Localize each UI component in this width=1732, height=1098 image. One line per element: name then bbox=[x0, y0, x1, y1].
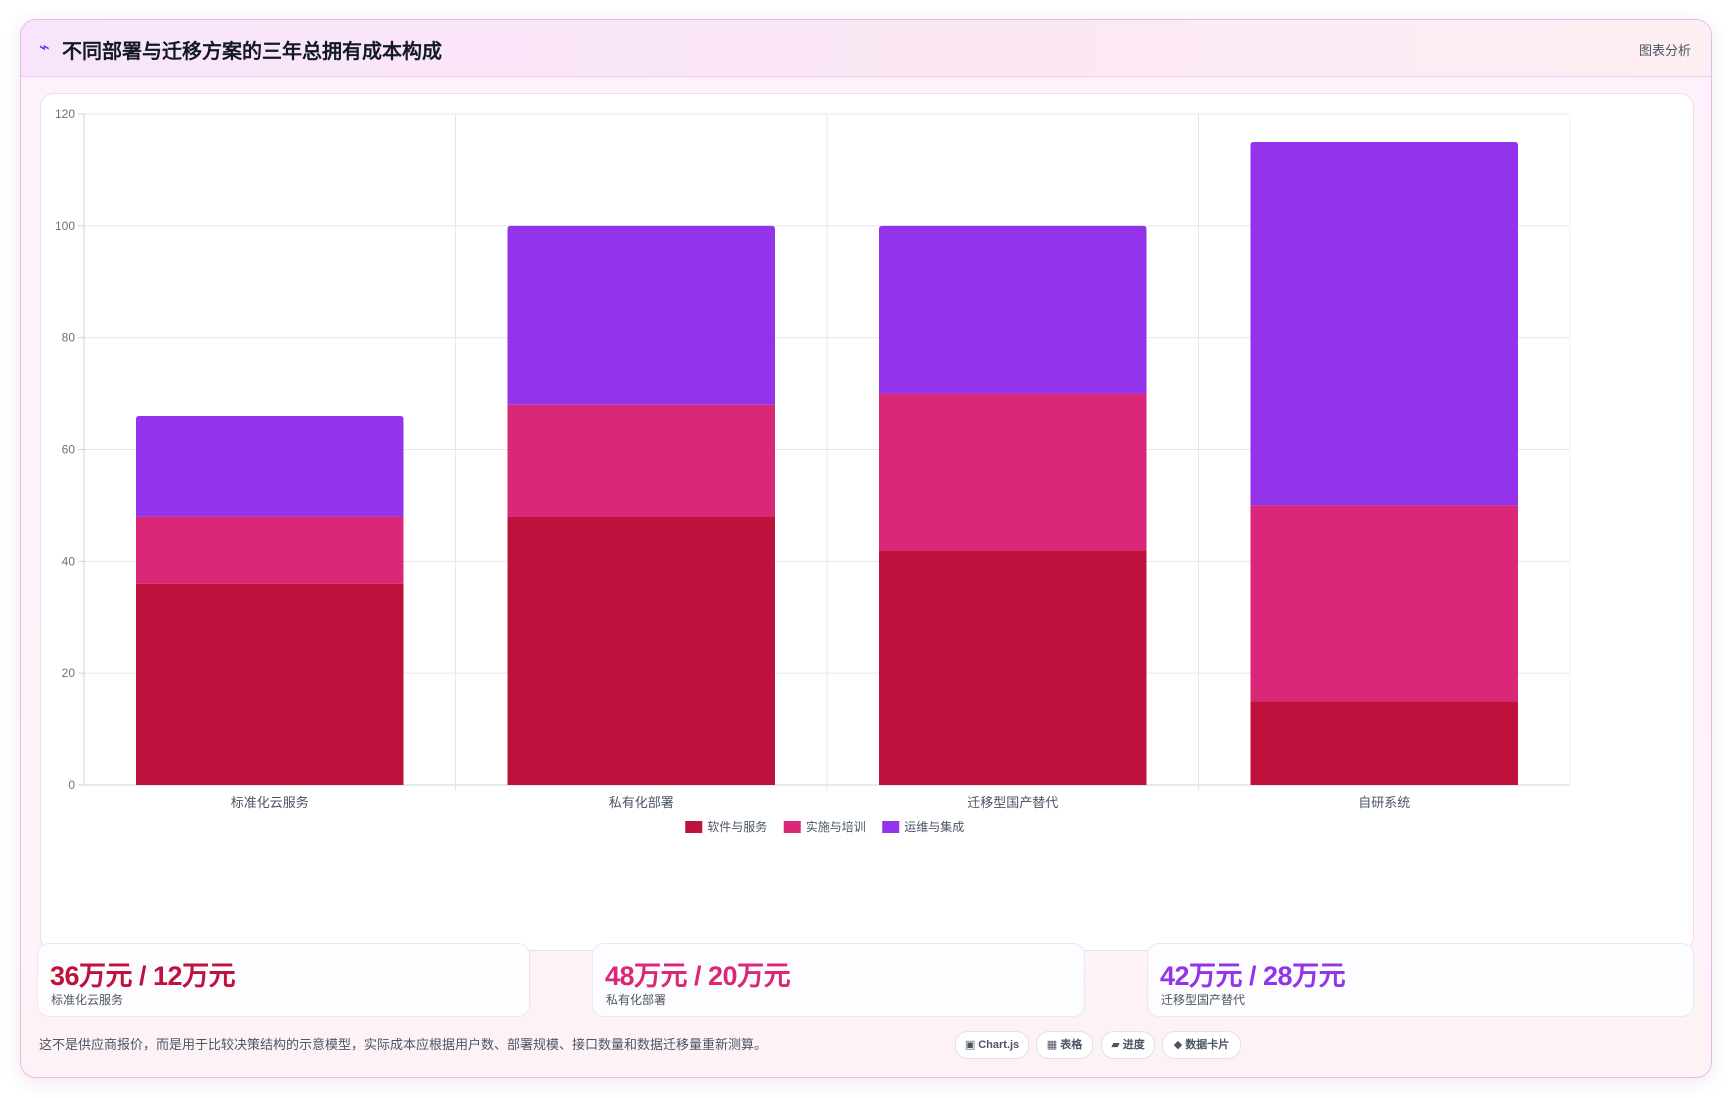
pill-table[interactable]: ▦ 表格 bbox=[1036, 1031, 1093, 1059]
bar-segment bbox=[507, 404, 775, 517]
x-tick-label: 迁移型国产替代 bbox=[967, 795, 1058, 810]
progress-icon: ▰ bbox=[1111, 1039, 1120, 1051]
y-tick-label: 40 bbox=[62, 554, 76, 568]
bar-segment bbox=[1250, 701, 1518, 785]
y-tick-label: 20 bbox=[62, 666, 76, 680]
card-header: ⌁ 不同部署与迁移方案的三年总拥有成本构成 图表分析 bbox=[21, 20, 1711, 77]
table-icon: ▦ bbox=[1046, 1039, 1058, 1051]
pill-label: Chart.js bbox=[978, 1039, 1020, 1051]
stat-value: 42万元 / 28万元 bbox=[1160, 961, 1346, 991]
y-tick-label: 0 bbox=[68, 778, 75, 792]
footnote: 这不是供应商报价，而是用于比较决策结构的示意模型，实际成本应根据用户数、部署规模… bbox=[39, 1037, 768, 1052]
stat-label: 标准化云服务 bbox=[51, 993, 124, 1007]
bar-segment bbox=[136, 415, 404, 517]
chart-panel: 0 20 40 60 80 100 120 标准化云服务 私有化部署 迁移型国产替代 自研系统软件与… bbox=[40, 93, 1694, 951]
bar-segment bbox=[136, 516, 404, 584]
pill-chartjs[interactable]: ▣ Chart.js bbox=[955, 1031, 1029, 1059]
pill-progress[interactable]: ▰ 进度 bbox=[1101, 1031, 1155, 1059]
y-tick-label: 120 bbox=[55, 107, 75, 121]
bar-segment bbox=[879, 225, 1147, 394]
y-tick-label: 60 bbox=[62, 443, 76, 457]
y-tick-label: 80 bbox=[62, 331, 76, 345]
pill-label: 数据卡片 bbox=[1185, 1039, 1230, 1051]
legend-swatch bbox=[783, 821, 801, 833]
legend-label: 运维与集成 bbox=[904, 819, 964, 834]
bar-segment bbox=[879, 393, 1147, 551]
stat-value: 36万元 / 12万元 bbox=[50, 961, 236, 991]
pill-label: 表格 bbox=[1060, 1039, 1083, 1051]
bar-segment bbox=[1250, 141, 1518, 506]
bar-segment bbox=[507, 225, 775, 405]
x-tick-label: 私有化部署 bbox=[609, 795, 674, 810]
legend-label: 软件与服务 bbox=[707, 819, 767, 834]
datacard-icon: ◆ bbox=[1173, 1039, 1183, 1051]
stat-card-private: 48万元 / 20万元 私有化部署 bbox=[592, 943, 1085, 1017]
bar-segment bbox=[507, 516, 775, 785]
legend-swatch bbox=[882, 821, 900, 833]
bar-segment bbox=[136, 583, 404, 785]
stacked-bar-chart: 0 20 40 60 80 100 120 标准化云服务 私有化部署 迁移型国产替代 自研系统软件与… bbox=[55, 107, 1571, 834]
lightning-icon: ⌁ bbox=[39, 37, 50, 57]
stat-value: 48万元 / 20万元 bbox=[605, 961, 791, 991]
legend-label: 实施与培训 bbox=[806, 819, 866, 834]
stat-card-migration: 42万元 / 28万元 迁移型国产替代 bbox=[1147, 943, 1694, 1017]
pill-datacard[interactable]: ◆ 数据卡片 bbox=[1162, 1031, 1241, 1059]
bar-segment bbox=[879, 550, 1147, 785]
x-tick-label: 自研系统 bbox=[1358, 795, 1410, 810]
chart-card: ⌁ 不同部署与迁移方案的三年总拥有成本构成 图表分析 0 20 40 60 80 100 1… bbox=[20, 19, 1712, 1078]
chart-analysis-tag: 图表分析 bbox=[1638, 43, 1691, 58]
stat-label: 私有化部署 bbox=[606, 993, 667, 1007]
x-tick-label: 标准化云服务 bbox=[231, 795, 309, 810]
stat-card-cloud: 36万元 / 12万元 标准化云服务 bbox=[37, 943, 530, 1017]
legend-swatch bbox=[685, 821, 703, 833]
pill-label: 进度 bbox=[1122, 1039, 1145, 1051]
chart-title: 不同部署与迁移方案的三年总拥有成本构成 bbox=[62, 41, 442, 63]
bar-segment bbox=[1250, 505, 1518, 702]
y-tick-label: 100 bbox=[55, 219, 75, 233]
chart-icon: ▣ bbox=[964, 1039, 976, 1051]
stat-label: 迁移型国产替代 bbox=[1161, 993, 1246, 1007]
